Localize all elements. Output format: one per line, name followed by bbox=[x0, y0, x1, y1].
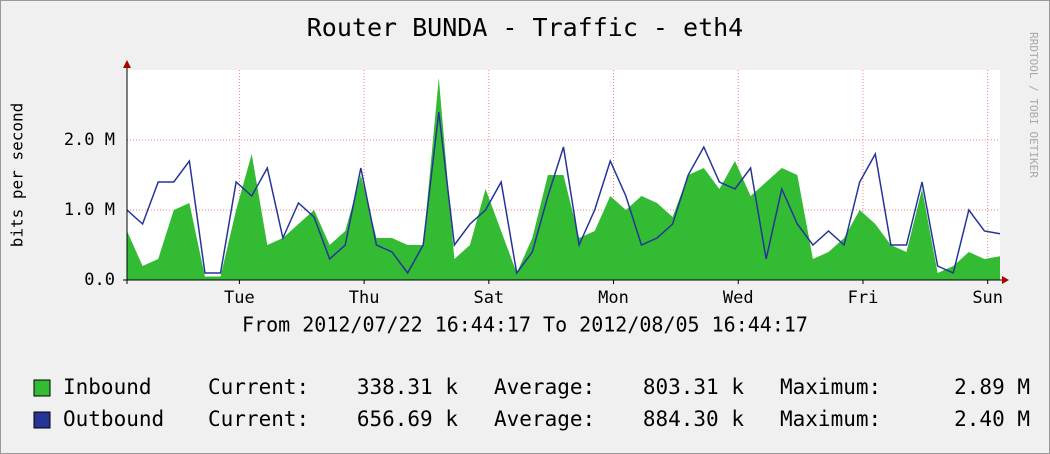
y-tick-label: 0.0 bbox=[84, 270, 115, 290]
stat-label: Current: bbox=[208, 407, 309, 431]
stat-label: Maximum: bbox=[780, 375, 881, 399]
y-tick-label: 1.0 M bbox=[64, 200, 115, 220]
inbound-area bbox=[127, 77, 1000, 280]
x-tick-label: Tue bbox=[224, 288, 255, 308]
x-axis-label: From 2012/07/22 16:44:17 To 2012/08/05 1… bbox=[242, 313, 808, 337]
stat-value: 2.89 M bbox=[954, 375, 1030, 399]
x-tick-label: Sun bbox=[972, 288, 1003, 308]
legend-swatch bbox=[33, 379, 51, 397]
legend-label: Outbound bbox=[63, 407, 164, 431]
x-axis-arrow bbox=[1002, 276, 1009, 284]
stat-label: Average: bbox=[494, 407, 595, 431]
y-tick-label: 2.0 M bbox=[64, 130, 115, 150]
stat-value: 338.31 k bbox=[357, 375, 459, 399]
x-tick-label: Wed bbox=[723, 288, 754, 308]
stat-value: 656.69 k bbox=[357, 407, 459, 431]
stat-label: Average: bbox=[494, 375, 595, 399]
stat-value: 803.31 k bbox=[643, 375, 745, 399]
x-tick-label: Mon bbox=[598, 288, 629, 308]
watermark: RRDTOOL / TOBI OETIKER bbox=[1027, 32, 1040, 178]
x-tick-label: Thu bbox=[349, 288, 380, 308]
chart-title: Router BUNDA - Traffic - eth4 bbox=[307, 13, 744, 42]
y-axis-arrow bbox=[123, 60, 131, 68]
x-tick-label: Fri bbox=[848, 288, 879, 308]
stat-value: 2.40 M bbox=[954, 407, 1030, 431]
y-axis-label: bits per second bbox=[8, 103, 27, 248]
stat-label: Current: bbox=[208, 375, 309, 399]
x-tick-label: Sat bbox=[473, 288, 504, 308]
legend-label: Inbound bbox=[63, 375, 152, 399]
legend-swatch bbox=[33, 411, 51, 429]
stat-value: 884.30 k bbox=[643, 407, 745, 431]
stat-label: Maximum: bbox=[780, 407, 881, 431]
outbound-line bbox=[126, 111, 1001, 275]
